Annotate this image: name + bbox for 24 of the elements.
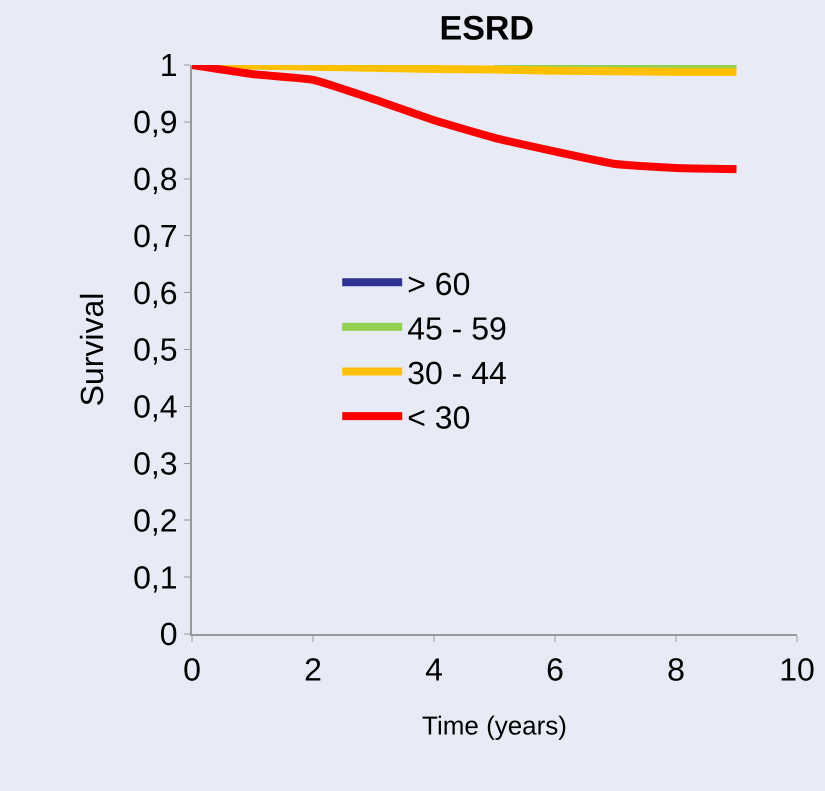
x-tick-label: 4 <box>425 651 443 688</box>
y-tick-label: 0,7 <box>133 218 178 254</box>
y-tick-label: 0,3 <box>133 446 178 482</box>
legend-label: 45 - 59 <box>407 310 507 346</box>
y-tick-label: 0,5 <box>133 332 178 368</box>
y-tick-label: 0 <box>160 616 178 652</box>
x-axis-title: Time (years) <box>422 710 567 741</box>
x-tick-label: 8 <box>667 651 685 688</box>
y-axis-title: Survival <box>74 292 110 406</box>
x-tick-label: 10 <box>779 651 815 688</box>
chart-title: ESRD <box>440 10 534 48</box>
y-tick-label: 0,6 <box>133 274 178 311</box>
y-tick-label: 0,1 <box>133 559 178 596</box>
x-tick-label: 0 <box>183 651 201 688</box>
y-tick-label: 0,4 <box>133 388 178 425</box>
y-tick-label: 1 <box>160 47 178 84</box>
x-tick-label: 2 <box>304 651 322 688</box>
y-tick-label: 0,9 <box>133 104 178 140</box>
legend-label: 30 - 44 <box>407 354 507 391</box>
legend-label: < 30 <box>407 400 470 436</box>
y-tick-label: 0,2 <box>133 502 178 538</box>
x-tick-label: 6 <box>546 651 564 688</box>
y-tick-label: 0,8 <box>133 161 178 197</box>
legend-label: > 60 <box>407 266 470 302</box>
